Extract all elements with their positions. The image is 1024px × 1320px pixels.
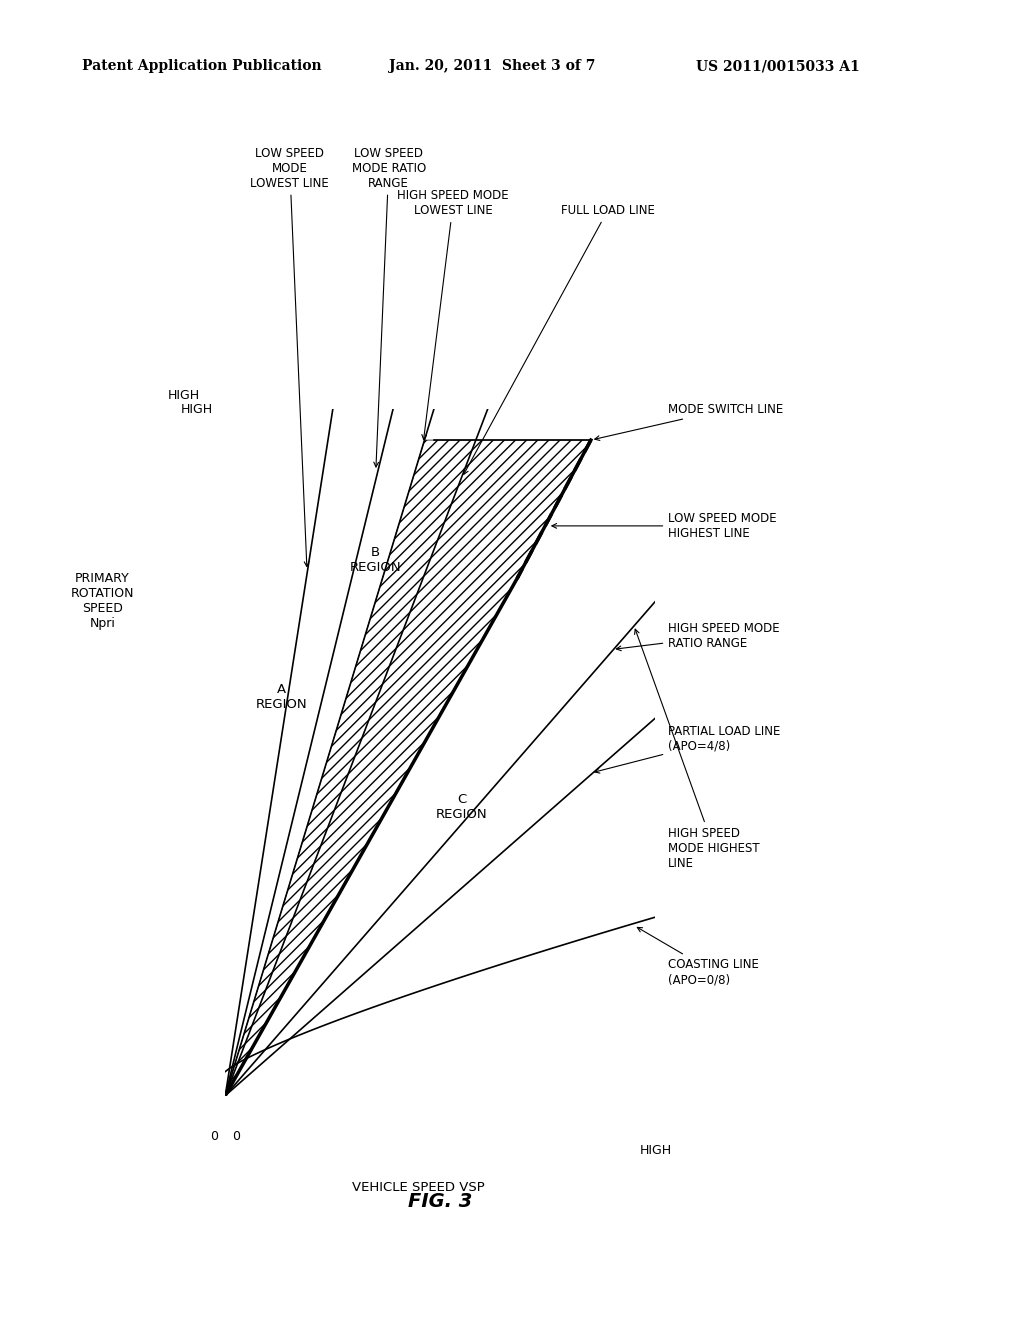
Text: HIGH SPEED MODE
LOWEST LINE: HIGH SPEED MODE LOWEST LINE [397,189,509,440]
Text: MODE SWITCH LINE: MODE SWITCH LINE [595,403,783,441]
Text: HIGH SPEED
MODE HIGHEST
LINE: HIGH SPEED MODE HIGHEST LINE [635,630,760,870]
Text: FIG. 3: FIG. 3 [409,1192,472,1210]
Text: HIGH SPEED MODE
RATIO RANGE: HIGH SPEED MODE RATIO RANGE [616,622,780,651]
Text: 0: 0 [211,1130,218,1143]
Text: Patent Application Publication: Patent Application Publication [82,59,322,74]
Text: A
REGION: A REGION [255,684,307,711]
Text: HIGH: HIGH [639,1143,672,1156]
Text: HIGH: HIGH [180,403,212,416]
Text: COASTING LINE
(APO=0/8): COASTING LINE (APO=0/8) [637,928,759,986]
Text: C
REGION: C REGION [436,793,487,821]
Text: VEHICLE SPEED VSP: VEHICLE SPEED VSP [352,1181,485,1195]
Text: LOW SPEED MODE
HIGHEST LINE: LOW SPEED MODE HIGHEST LINE [552,512,777,540]
Text: PARTIAL LOAD LINE
(APO=4/8): PARTIAL LOAD LINE (APO=4/8) [595,725,780,774]
Text: US 2011/0015033 A1: US 2011/0015033 A1 [696,59,860,74]
Text: LOW SPEED
MODE RATIO
RANGE: LOW SPEED MODE RATIO RANGE [351,147,426,467]
Text: B
REGION: B REGION [350,546,401,574]
Text: PRIMARY
ROTATION
SPEED
Npri: PRIMARY ROTATION SPEED Npri [71,573,134,631]
Text: HIGH: HIGH [168,389,200,403]
Text: LOW SPEED
MODE
LOWEST LINE: LOW SPEED MODE LOWEST LINE [251,147,329,566]
Text: Jan. 20, 2011  Sheet 3 of 7: Jan. 20, 2011 Sheet 3 of 7 [389,59,596,74]
Text: FULL LOAD LINE: FULL LOAD LINE [464,205,654,474]
Text: 0: 0 [231,1130,240,1143]
